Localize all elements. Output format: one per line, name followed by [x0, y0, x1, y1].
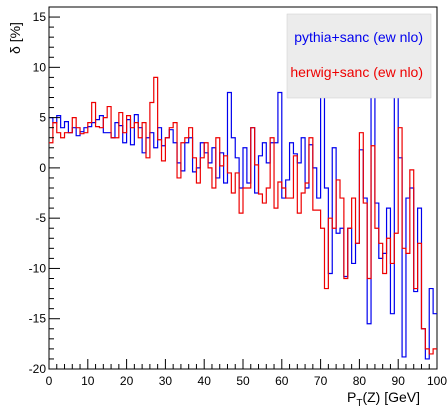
x-tick-label: 20 [120, 374, 134, 388]
y-tick-label: 15 [33, 10, 47, 24]
x-tick-label: 40 [198, 374, 212, 388]
legend-label-pythia: pythia+sanc (ew nlo) [294, 29, 423, 45]
y-tick-label: 10 [33, 60, 47, 74]
axes-group: 0 10 20 30 40 50 60 70 80 90 100 -20 -15 -10 -5 0 5 10 15 [29, 6, 447, 388]
x-tick-label: 10 [81, 374, 95, 388]
legend-label-herwig: herwig+sanc (ew nlo) [290, 64, 423, 80]
x-tick-label: 0 [46, 374, 53, 388]
x-tick-label: 30 [159, 374, 173, 388]
legend: pythia+sanc (ew nlo) herwig+sanc (ew nlo… [286, 13, 432, 99]
y-tick-label: -20 [29, 362, 47, 376]
x-tick-label: 70 [314, 374, 328, 388]
y-tick-label: 0 [39, 161, 46, 175]
y-tick-label: 5 [39, 111, 46, 125]
x-tick-label: 60 [275, 374, 289, 388]
x-axis-label: PT(Z) [GeV] [347, 389, 420, 409]
series-line-herwig [49, 76, 437, 355]
x-tick-label: 80 [353, 374, 367, 388]
y-tick-label: -15 [29, 312, 47, 326]
legend-box [286, 13, 432, 99]
y-tick-label: -5 [35, 211, 46, 225]
x-tick-label: 90 [392, 374, 406, 388]
y-axis-label: δ [%] [7, 22, 23, 54]
y-tick-label: -10 [29, 261, 47, 275]
x-tick-label: 100 [427, 374, 447, 388]
x-tick-label: 50 [236, 374, 250, 388]
